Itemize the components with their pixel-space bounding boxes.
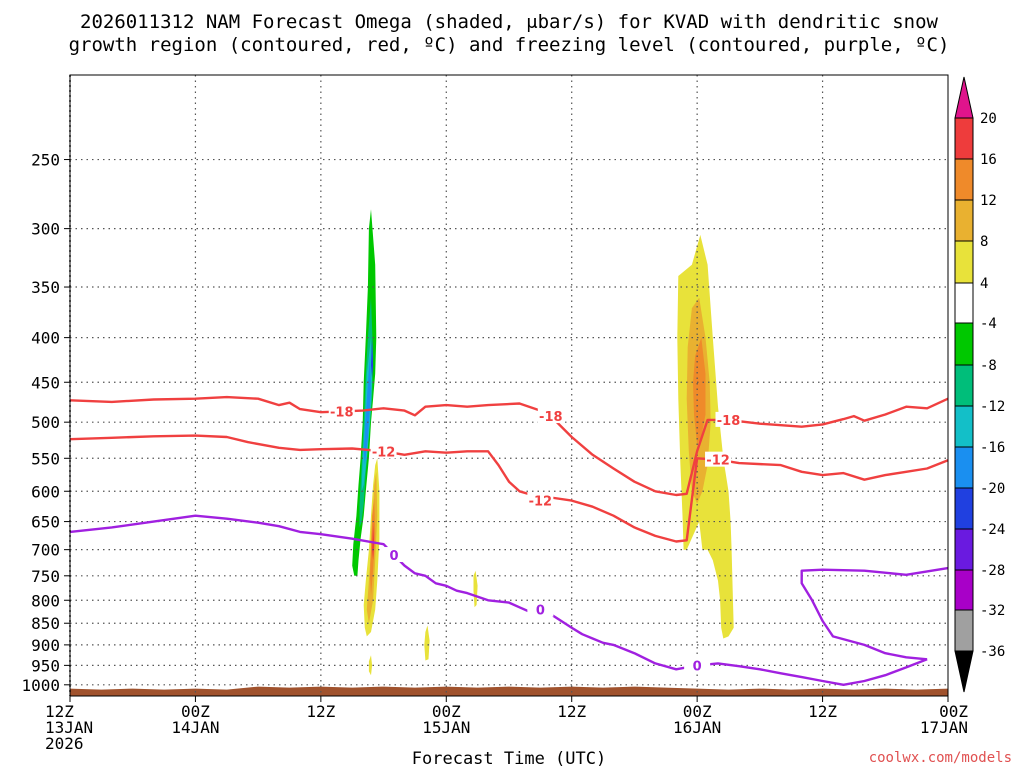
colorbar-swatch-7 — [954, 405, 974, 448]
colorbar-label-8: -16 — [980, 440, 1005, 456]
colorbar-swatch-3 — [954, 240, 974, 284]
x-tick-label-48-1: 12Z — [557, 702, 586, 721]
colorbar-swatch-2 — [954, 199, 974, 242]
contour-line-0b — [800, 566, 949, 661]
colorbar-swatch-10 — [954, 528, 974, 571]
colorbar-label-1: 16 — [980, 152, 997, 168]
x-tick-label-36-2: 15JAN — [422, 718, 470, 737]
contour-label-bg--12-1 — [527, 492, 554, 508]
colorbar-swatch-9 — [954, 487, 974, 530]
colorbar-label-13: -36 — [980, 644, 1005, 660]
x-tick-label-60-1: 00Z — [683, 702, 712, 721]
x-tick-label-72-1: 12Z — [808, 702, 837, 721]
colorbar-label-7: -12 — [980, 399, 1005, 415]
y-tick-label-650: 650 — [31, 513, 60, 532]
colorbar-top-arrow — [954, 76, 974, 119]
contour-label--18-0: -18 — [330, 405, 354, 420]
x-axis-label: Forecast Time (UTC) — [412, 749, 606, 768]
contour-label--18-2: -18 — [717, 414, 741, 429]
y-tick-label-800: 800 — [31, 591, 60, 610]
colorbar-label-0: 20 — [980, 111, 997, 127]
contour-label-bg--12-0 — [370, 443, 397, 459]
contour-label-bg-0-2 — [684, 657, 711, 673]
x-tick-label-36-1: 00Z — [432, 702, 461, 721]
y-tick-label-450: 450 — [31, 373, 60, 392]
y-tick-label-700: 700 — [31, 541, 60, 560]
colorbar-swatch-1 — [954, 158, 974, 201]
y-tick-label-400: 400 — [31, 329, 60, 348]
contour-label-bg--18-2 — [715, 411, 742, 427]
plot-area: -18 -18 -18 -12 -12 -12 0 0 0 250 300 350 400 450 500 5… — [21, 74, 968, 753]
colorbar-label-10: -24 — [980, 522, 1005, 538]
y-tick-label-850: 850 — [31, 614, 60, 633]
colorbar-label-4: 4 — [980, 276, 988, 292]
contour-label--12-2: -12 — [706, 454, 730, 469]
colorbar-swatch-11 — [954, 569, 974, 611]
contour-label-0-1: 0 — [536, 604, 545, 619]
credit-text: coolwx.com/models — [869, 750, 1012, 766]
omega-region-pos-12-to-16-storm2 — [693, 337, 706, 445]
colorbar-label-12: -32 — [980, 603, 1005, 619]
colorbar-label-5: -4 — [980, 316, 997, 332]
omega-region-neg-8-to-4 — [352, 209, 377, 576]
y-tick-label-900: 900 — [31, 636, 60, 655]
x-tick-label-84-1: 00Z — [939, 702, 968, 721]
contour-label-bg--18-1 — [537, 408, 564, 424]
colorbar-label-3: 8 — [980, 234, 988, 250]
contour-label--18-1: -18 — [539, 410, 563, 425]
omega-region-pos-4-to-8-small-a — [473, 570, 478, 608]
colorbar-label-9: -20 — [980, 481, 1005, 497]
colorbar-swatch-5 — [954, 322, 974, 366]
x-tick-label-12-1: 00Z — [181, 702, 210, 721]
contour-label-bg-0-0 — [381, 547, 408, 563]
colorbar-label-6: -8 — [980, 358, 997, 374]
x-tick-label-60-2: 16JAN — [673, 718, 721, 737]
contour-label-bg--12-2 — [705, 451, 732, 467]
contour-line--12 — [69, 434, 949, 543]
contour-label-0-2: 0 — [693, 659, 702, 674]
omega-region-pos-16-to-20-storm1 — [372, 521, 375, 561]
colorbar-swatch-12 — [954, 609, 974, 652]
x-tick-label-0-1: 12Z — [45, 702, 74, 721]
colorbar: 20 16 12 8 4 -4 -8 -12 -16 -20 -24 -28 -32 -36 — [954, 76, 1005, 693]
terrain-ground — [70, 686, 948, 696]
colorbar-swatch-4 — [954, 282, 974, 324]
colorbar-swatch-0 — [954, 117, 974, 160]
y-tick-label-300: 300 — [31, 220, 60, 239]
x-tick-label-0-2: 13JAN — [45, 718, 93, 737]
y-tick-label-600: 600 — [31, 482, 60, 501]
contour-label-bg-0-1 — [527, 601, 554, 617]
x-tick-label-0-3: 2026 — [45, 734, 84, 753]
chart-title-line1: 2026011312 NAM Forecast Omega (shaded, μ… — [80, 11, 938, 33]
y-tick-label-500: 500 — [31, 413, 60, 432]
x-tick-label-24-1: 12Z — [306, 702, 335, 721]
omega-region-pos-4-to-8-small-c — [368, 655, 373, 676]
x-tick-label-12-2: 14JAN — [171, 718, 219, 737]
y-tick-label-750: 750 — [31, 567, 60, 586]
x-tick-label-84-2: 17JAN — [920, 718, 968, 737]
colorbar-swatch-6 — [954, 364, 974, 407]
contour-label-0-0: 0 — [390, 549, 399, 564]
omega-region-neg-24-to-20 — [371, 337, 374, 378]
colorbar-label-2: 12 — [980, 193, 997, 209]
colorbar-bottom-arrow — [954, 650, 974, 693]
y-tick-label-950: 950 — [31, 656, 60, 675]
chart-title-line2: growth region (contoured, red, ºC) and f… — [69, 34, 950, 56]
contour-label--12-1: -12 — [529, 495, 553, 510]
omega-region-pos-4-to-8-small-b — [424, 625, 430, 661]
y-tick-label-550: 550 — [31, 449, 60, 468]
contour-label-bg--18-0 — [328, 403, 355, 419]
y-tick-label-1000: 1000 — [21, 676, 60, 695]
colorbar-swatch-8 — [954, 446, 974, 489]
contour-label--12-0: -12 — [372, 445, 396, 460]
y-tick-label-250: 250 — [31, 151, 60, 170]
y-tick-label-350: 350 — [31, 278, 60, 297]
contour-line-0 — [69, 514, 928, 686]
colorbar-label-11: -28 — [980, 563, 1005, 579]
